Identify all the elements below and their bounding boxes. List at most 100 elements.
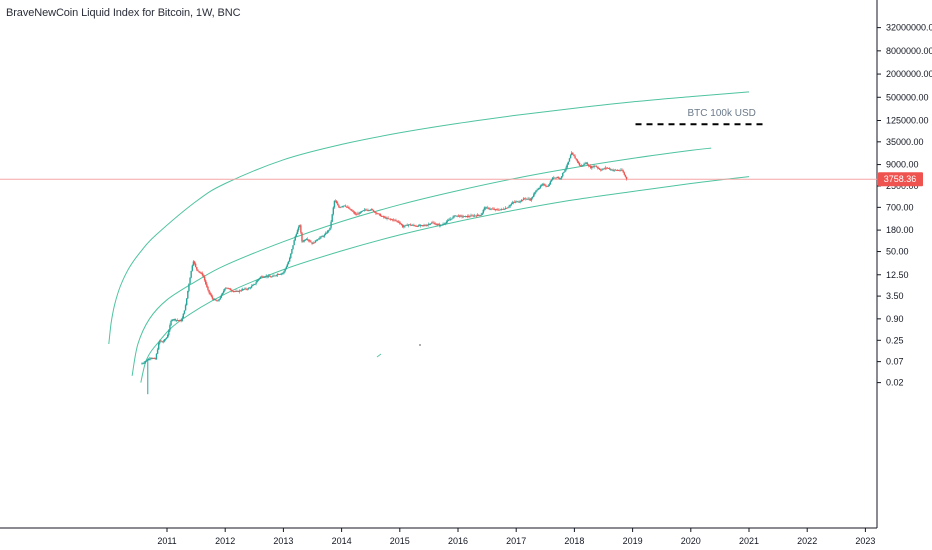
candle-body [484,207,487,209]
candle [149,356,151,361]
candle [621,168,623,171]
candle [366,208,368,211]
candle [612,168,614,172]
candle-body [219,297,221,300]
candle-body [587,164,590,166]
candle [515,200,517,204]
candle-body [457,215,460,217]
candle [236,289,238,292]
candle-body [221,292,224,295]
candle [487,205,489,210]
candle [337,201,339,206]
candle [554,177,556,179]
candle-body [591,166,593,169]
candle-body [365,209,367,211]
candle-body [526,198,528,200]
candle [598,167,601,171]
candle [271,276,273,278]
candle [324,231,327,236]
candle-body [459,215,461,217]
candle-body [447,219,450,221]
candle [377,213,379,215]
candle [147,357,150,361]
x-tick-label: 2018 [564,536,584,546]
candle [327,230,329,234]
candle [497,207,499,211]
candle-body [181,318,183,322]
candle-body [142,363,144,364]
candle [602,168,604,171]
candle [318,237,320,240]
candle-body [189,277,191,284]
candle [564,169,566,173]
candle [484,206,487,211]
candle-body [237,291,239,293]
candle-body [497,209,499,211]
candle-body [615,169,618,171]
candle [304,238,307,241]
candle [490,208,492,211]
candle [560,176,563,180]
candle [395,218,397,222]
candle [435,223,437,226]
candle-body [182,313,185,319]
candle [239,289,242,292]
candle-body [393,219,395,221]
candle-body [328,230,330,231]
x-tick-label: 2019 [623,536,643,546]
candle-body [296,230,299,235]
candle-body [358,213,360,215]
candle-body [310,241,312,243]
candle [286,262,289,268]
candle-body [193,261,196,264]
candle-body [462,216,464,218]
candle-body [338,205,340,208]
candle-body [502,209,505,210]
candle-body [179,320,181,321]
candle-body [152,358,154,360]
candle-body [360,211,362,213]
last-price-label: 3758.36 [878,172,923,187]
candle [295,232,298,238]
x-tick-label: 2013 [273,536,293,546]
candle-body [346,206,348,208]
candle-body [598,168,601,170]
candle-body [362,210,365,212]
candle [453,215,455,219]
candle [362,210,365,212]
candle-body [618,170,620,172]
candle-body [387,217,389,219]
candle [437,223,440,226]
candle [606,167,609,169]
candle [235,289,237,292]
candle-body [438,224,441,226]
candle [481,212,483,216]
candle [267,274,270,279]
candle [576,159,579,164]
candle [480,213,482,216]
price-candles [141,151,628,395]
candle-body [318,238,320,240]
candle-body [465,216,468,218]
candle [428,223,431,226]
candle-body [361,210,364,212]
candle [549,180,552,185]
candle [510,202,512,207]
candle-body [543,184,545,186]
candle [381,215,384,217]
candle-body [230,290,233,291]
candle-body [575,158,577,160]
candle-body [507,207,509,209]
candle [425,223,427,227]
candle [573,154,575,157]
candle-body [429,223,432,225]
candle [183,310,186,315]
candle-body [473,215,476,217]
candle [371,208,374,211]
candle [394,219,396,222]
candle-body [228,288,230,290]
candle [182,313,185,319]
candle [300,223,302,235]
candle-body [313,242,315,244]
